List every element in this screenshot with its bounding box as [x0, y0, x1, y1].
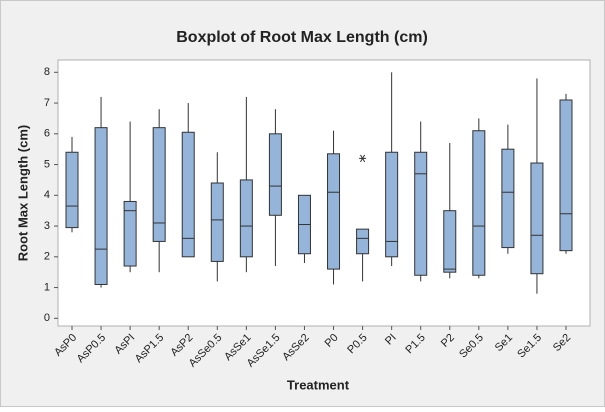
y-axis-label: Root Max Length (cm)	[15, 125, 30, 262]
box	[152, 127, 166, 242]
box	[530, 162, 544, 275]
box	[327, 153, 341, 270]
chart-title: Boxplot of Root Max Length (cm)	[176, 29, 428, 46]
box	[443, 210, 457, 273]
box	[472, 130, 486, 276]
box	[414, 151, 428, 276]
plot-area	[57, 59, 591, 327]
y-tick-label: 8	[44, 66, 50, 78]
box	[356, 228, 370, 255]
y-tick-label: 4	[44, 189, 50, 201]
box	[268, 133, 282, 216]
box	[123, 200, 137, 267]
box	[65, 151, 79, 229]
y-tick-label: 2	[44, 251, 50, 263]
y-tick-label: 1	[44, 281, 50, 293]
box	[181, 131, 195, 258]
y-tick-label: 3	[44, 220, 50, 232]
box	[94, 127, 108, 285]
outlier	[359, 154, 367, 163]
y-tick-label: 7	[44, 97, 50, 109]
box	[239, 179, 253, 258]
y-tick-label: 5	[44, 158, 50, 170]
y-tick-label: 6	[44, 128, 50, 140]
x-axis-label: Treatment	[287, 377, 350, 392]
box	[559, 99, 573, 252]
box	[501, 148, 515, 249]
box	[210, 182, 224, 262]
y-tick-label: 0	[44, 312, 50, 324]
box	[385, 151, 399, 258]
